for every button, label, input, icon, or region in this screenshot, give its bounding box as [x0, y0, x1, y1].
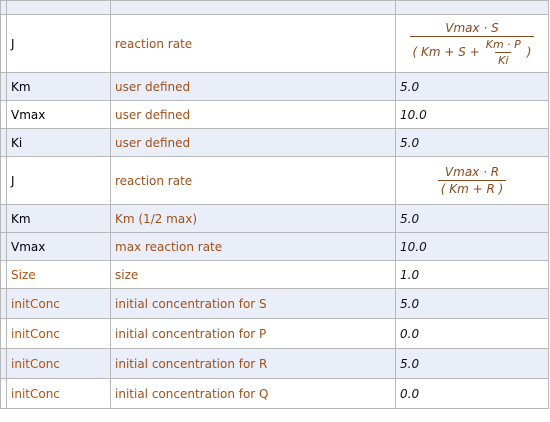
table-row: Size size 1.0: [0, 260, 549, 289]
value-cell: Vmax · S ( Km + S + Km · P Ki): [395, 14, 549, 73]
name-cell: J: [6, 156, 111, 205]
description-cell: initial concentration for R: [110, 348, 396, 379]
formula: Vmax · S ( Km + S + Km · P Ki): [409, 20, 535, 67]
formula: Vmax · R ( Km + R ): [437, 165, 507, 196]
description-cell: user defined: [110, 72, 396, 101]
name-cell: Km: [6, 72, 111, 101]
name-cell: Km: [6, 204, 111, 233]
value-cell: 5.0: [395, 288, 549, 319]
name-cell: initConc: [6, 288, 111, 319]
formula-wrap: Vmax · R ( Km + R ): [400, 165, 544, 196]
table-row: initConc initial concentration for R 5.0: [0, 348, 549, 379]
value-cell: 5.0: [395, 128, 549, 157]
partial-row: [0, 0, 549, 15]
value-cell: 10.0: [395, 100, 549, 129]
name-cell: Ki: [6, 128, 111, 157]
table-row: initConc initial concentration for Q 0.0: [0, 378, 549, 409]
description-cell: initial concentration for Q: [110, 378, 396, 409]
table-row: Vmax user defined 10.0: [0, 100, 549, 129]
close-paren: ): [526, 45, 532, 59]
formula-wrap: Vmax · S ( Km + S + Km · P Ki): [400, 21, 544, 67]
description-cell: reaction rate: [110, 156, 396, 205]
value-cell: 1.0: [395, 260, 549, 289]
inner-denominator: Ki: [495, 51, 512, 67]
value-cell: Vmax · R ( Km + R ): [395, 156, 549, 205]
name-cell: J: [6, 14, 111, 73]
description-cell: initial concentration for P: [110, 318, 396, 349]
value-cell: 5.0: [395, 72, 549, 101]
value-cell: 10.0: [395, 232, 549, 261]
table-row: initConc initial concentration for S 5.0: [0, 288, 549, 319]
denominator-text: ( Km + R ): [440, 182, 504, 196]
description-cell: size: [110, 260, 396, 289]
table-row: initConc initial concentration for P 0.0: [0, 318, 549, 349]
formula-numerator: Vmax · S: [445, 20, 499, 35]
name-cell: Size: [6, 260, 111, 289]
name-cell: Vmax: [6, 232, 111, 261]
value-cell: 5.0: [395, 204, 549, 233]
formula-denominator: ( Km + S + Km · P Ki): [409, 35, 535, 67]
formula-denominator: ( Km + R ): [437, 180, 507, 196]
inner-numerator: Km · P: [485, 37, 521, 51]
table-row: Vmax max reaction rate 10.0: [0, 232, 549, 261]
description-cell: Km (1/2 max): [110, 204, 396, 233]
name-cell: initConc: [6, 378, 111, 409]
description-cell: initial concentration for S: [110, 288, 396, 319]
inner-fraction: Km · P Ki: [483, 38, 524, 67]
description-cell: user defined: [110, 128, 396, 157]
name-cell: Vmax: [6, 100, 111, 129]
table-row: Ki user defined 5.0: [0, 128, 549, 157]
table-row: Km Km (1/2 max) 5.0: [0, 204, 549, 233]
value-cell: 5.0: [395, 348, 549, 379]
inner-denominator-text: Ki: [498, 53, 509, 67]
value-cell: 0.0: [395, 318, 549, 349]
name-cell: initConc: [6, 318, 111, 349]
description-cell: max reaction rate: [110, 232, 396, 261]
description-cell: user defined: [110, 100, 396, 129]
value-cell: 0.0: [395, 378, 549, 409]
description-cell: reaction rate: [110, 14, 396, 73]
table-row: Km user defined 5.0: [0, 72, 549, 101]
formula-numerator: Vmax · R: [444, 165, 500, 179]
denominator-text: ( Km + S +: [412, 45, 480, 59]
name-cell: initConc: [6, 348, 111, 379]
